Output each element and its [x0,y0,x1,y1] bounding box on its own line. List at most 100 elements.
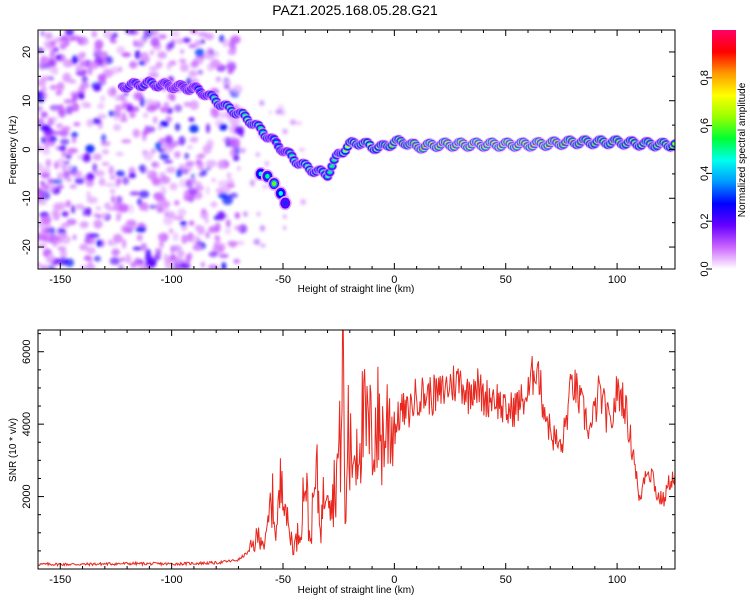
noise-blob [81,39,89,45]
noise-blob [47,253,55,263]
noise-blob [126,219,137,226]
noise-blob [172,264,182,269]
noise-blob [77,92,85,100]
noise-blob [140,242,148,252]
secondary-track-point [265,173,270,179]
noise-blob [160,185,167,196]
noise-blob [128,172,137,179]
noise-blob [217,192,229,199]
ridge-segment [329,164,335,168]
noise-blob [174,123,181,131]
noise-blob [206,139,214,150]
noise-blob [62,72,72,83]
noise-blob [135,226,146,233]
noise-blob [58,145,67,151]
x-tick-label: 50 [500,274,512,286]
noise-blob [151,177,161,185]
noise-blob [98,177,106,186]
x-tick-label: -50 [275,574,291,586]
noise-blob [113,124,122,132]
noise-blob [101,149,110,155]
x-tick-label: -50 [275,274,291,286]
noise-blob [71,132,78,138]
noise-blob [136,234,143,242]
noise-blob [164,134,173,145]
noise-blob [226,182,236,189]
noise-blob [119,93,125,102]
noise-blob [41,75,52,82]
noise-blob [259,225,266,232]
noise-blob [118,104,126,111]
noise-blob [55,54,62,60]
noise-blob [133,39,138,47]
noise-blob [99,213,108,219]
noise-blob [228,39,236,50]
noise-blob [110,39,117,44]
noise-blob [149,127,154,133]
colorbar-ticks: 0.0 0.2 0.4 0.6 0.8 [699,70,712,277]
noise-blob [188,117,195,122]
noise-blob [222,79,232,85]
noise-blob [117,66,123,73]
x-tick-label: -150 [49,574,71,586]
noise-blob [231,117,241,126]
noise-blob [78,53,86,60]
noise-blob [218,253,229,259]
noise-blob [173,215,185,221]
noise-blob [109,175,117,180]
noise-blob [249,179,255,187]
noise-blob [40,264,48,269]
noise-blobs [38,30,306,269]
noise-blob [188,220,195,226]
noise-blob [115,170,125,177]
noise-blob [47,57,58,68]
noise-blob [170,245,175,254]
noise-blob [256,211,261,217]
noise-blob [45,158,52,168]
noise-blob [41,235,48,240]
noise-blob [183,101,192,107]
noise-blob [110,195,116,204]
noise-blob [217,179,228,188]
noise-blob [115,151,124,156]
snr-ticks: -150 -100 -50 0 50 100 2000 4000 6000 [21,330,675,586]
noise-blob [121,238,127,249]
noise-blob [159,239,164,249]
noise-blob [119,117,128,123]
noise-blob [96,239,103,248]
noise-blob [163,253,169,261]
noise-blob [227,48,237,56]
noise-blob [44,140,50,150]
noise-blob [204,32,215,41]
noise-blob [101,161,110,166]
noise-blob [71,170,83,178]
noise-blob [82,154,91,163]
noise-blob [150,104,157,110]
noise-blob [205,231,210,239]
noise-blob [41,92,49,100]
noise-blob [40,111,48,118]
y-tick-label: -20 [21,239,33,255]
noise-blob [216,210,226,221]
noise-blob [173,151,181,159]
noise-blob [132,128,141,138]
noise-blob [218,123,228,131]
noise-blob [200,261,205,268]
noise-blob [190,136,199,143]
noise-blob [178,135,186,146]
noise-blob [121,139,132,144]
noise-blob [214,235,221,241]
noise-blob [64,30,75,37]
noise-blob [88,61,99,70]
noise-blob [85,178,94,187]
noise-blob [80,81,90,89]
noise-blob [52,211,61,221]
noise-blob [143,30,154,38]
noise-blob [159,153,170,161]
noise-blob [45,265,56,269]
noise-blob [206,47,214,55]
noise-blob [227,240,238,247]
noise-blob [157,232,169,242]
noise-blob [92,117,102,125]
